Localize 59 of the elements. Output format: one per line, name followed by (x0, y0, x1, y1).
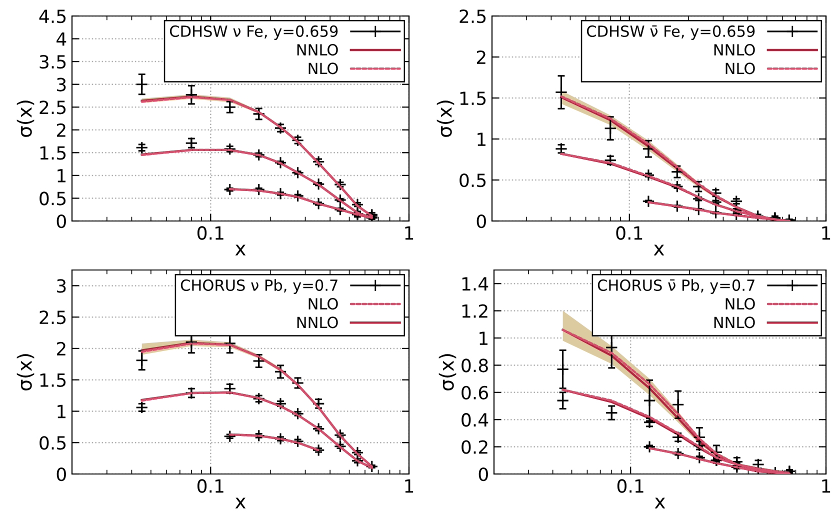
x-tick-label: 1 (405, 479, 414, 493)
x-axis-title: x (235, 498, 246, 508)
legend-label: CDHSW ν̄ Fe, y=0.659 (586, 25, 755, 40)
y-tick-label: 3 (57, 279, 66, 293)
y-tick-label: 0 (478, 467, 488, 482)
legend-label: NLO (308, 298, 338, 310)
y-tick-label: 1.4 (462, 277, 488, 290)
y-tick-label: 3 (57, 78, 66, 92)
y-tick-label: 0 (56, 214, 66, 228)
y-axis-title: σ(x) (16, 100, 34, 137)
legend-label: NLO (726, 298, 755, 310)
x-tick-label: 0.1 (617, 479, 644, 493)
y-tick-label: 0.5 (460, 173, 486, 188)
x-tick-label: 1 (822, 226, 830, 240)
x-tick-label: 0.1 (197, 226, 224, 240)
y-tick-label: 1 (478, 132, 486, 146)
x-axis-title: x (654, 244, 664, 256)
y-tick-label: 1 (480, 332, 488, 345)
y-tick-label: 4.5 (39, 10, 66, 24)
x-axis-title: x (235, 244, 246, 256)
y-tick-label: 2 (56, 342, 66, 356)
y-tick-label: 1.5 (460, 92, 486, 106)
y-tick-label: 0 (476, 214, 486, 228)
y-tick-label: 2.5 (460, 9, 486, 24)
y-tick-label: 0.2 (462, 440, 488, 454)
y-tick-label: 0.5 (40, 436, 66, 450)
legend-label: NNLO (297, 44, 338, 56)
legend-label: CHORUS ν̄ Pb, y=0.7 (598, 279, 754, 294)
x-tick-label: 0.1 (197, 479, 224, 493)
legend-label: NNLO (297, 316, 338, 328)
x-tick-label: 1 (405, 226, 414, 240)
y-tick-label: 1 (58, 169, 66, 182)
legend-label: NLO (726, 62, 755, 74)
y-tick-label: 2.5 (40, 100, 66, 114)
y-tick-label: 1.5 (40, 374, 66, 387)
legend-label: CHORUS ν Pb, y=0.7 (180, 279, 338, 294)
y-tick-label: 2 (56, 123, 66, 137)
y-tick-label: 0 (56, 467, 66, 482)
x-tick-label: 0.1 (616, 226, 642, 240)
x-tick-label: 1 (822, 479, 830, 493)
legend-label: CDHSW ν Fe, y=0.659 (170, 25, 338, 40)
y-tick-label: 1 (58, 404, 66, 418)
y-tick-label: 0.4 (462, 413, 488, 427)
legend-label: NLO (308, 62, 338, 74)
y-tick-label: 0.5 (40, 192, 66, 206)
y-tick-label: 2.5 (40, 310, 66, 324)
legend-label: NNLO (714, 44, 755, 56)
y-tick-label: 4 (56, 32, 66, 46)
y-axis-title: σ(x) (438, 354, 456, 390)
y-tick-label: 0.6 (462, 386, 488, 400)
y-tick-label: 2 (476, 50, 486, 64)
y-tick-label: 3.5 (40, 55, 66, 69)
y-tick-label: 1.2 (462, 304, 488, 318)
y-tick-label: 0.8 (462, 358, 488, 372)
y-axis-title: σ(x) (16, 354, 34, 390)
y-tick-label: 1.5 (40, 146, 66, 160)
x-axis-title: x (654, 498, 666, 508)
y-axis-title: σ(x) (436, 100, 454, 137)
legend-label: NNLO (714, 316, 755, 328)
